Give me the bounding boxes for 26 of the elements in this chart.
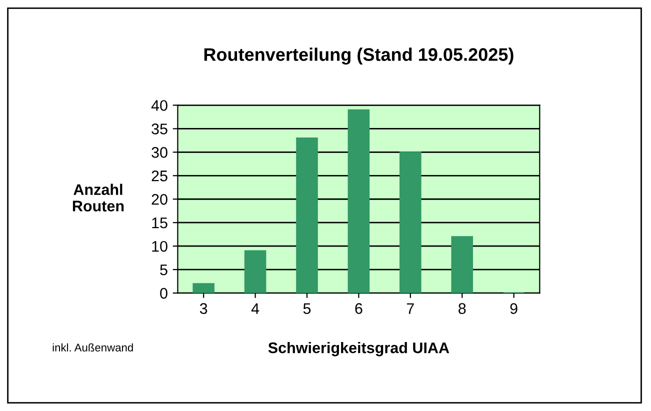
bar [244,250,266,294]
y-tick-label: 5 [160,264,168,276]
y-tick-label: 15 [152,218,168,228]
x-tick-label: 8 [458,303,466,314]
x-tick-label: 9 [510,303,518,314]
x-tick-label: 3 [200,303,208,314]
y-tick-label: 10 [152,240,168,252]
y-tick-label: 20 [152,194,168,205]
y-tick-label: 30 [152,147,168,158]
bar [451,236,474,294]
x-tick-label: 6 [355,303,362,314]
bar [348,109,370,294]
x-tick-label: 5 [303,303,311,314]
y-tick-label: 40 [151,100,168,111]
x-axis-title: Schwierigkeitsgrad UIAA [268,342,450,356]
y-tick-label: 35 [152,124,168,134]
chart-title: Routenverteilung (Stand 19.05.2025) [204,48,514,65]
y-tick-label: 0 [160,288,168,299]
bar [192,283,214,294]
bar [296,138,318,294]
y-tick-label: 25 [152,170,168,182]
x-tick-label: 4 [251,303,260,314]
x-tick-label: 7 [406,303,414,314]
bar [400,152,422,294]
y-axis-title: Anzahl Routen [72,184,124,212]
text: inkl. Außenwand [52,343,133,352]
